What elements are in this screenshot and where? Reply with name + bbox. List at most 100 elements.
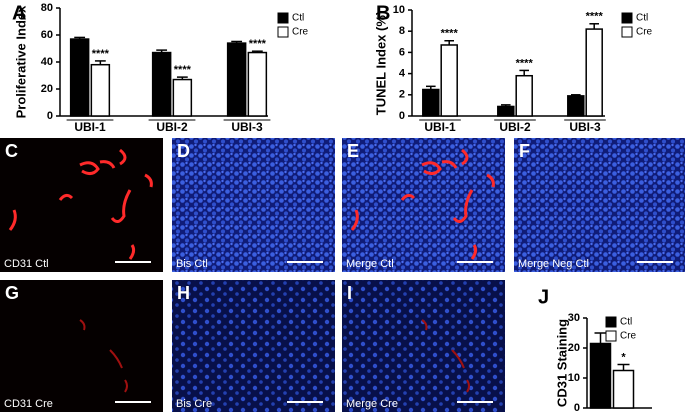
vessel xyxy=(452,189,474,223)
significance: * xyxy=(621,351,626,363)
panel-caption: Bis Ctl xyxy=(176,258,208,270)
y-axis-label: CD31 Staining xyxy=(554,319,569,407)
vessel xyxy=(79,161,100,176)
vessel xyxy=(58,193,74,201)
legend-label: Ctl xyxy=(636,13,648,24)
micrograph xyxy=(0,138,163,272)
bar xyxy=(440,44,458,117)
bar xyxy=(515,74,533,117)
y-tick-label: 0 xyxy=(574,402,580,414)
y-tick-label: 10 xyxy=(393,4,405,16)
panel-letter: A xyxy=(12,2,26,24)
y-tick-label: 2 xyxy=(399,89,405,101)
image-panel: C CD31 Ctl xyxy=(0,138,163,272)
panel-caption: Merge Ctl xyxy=(346,258,394,270)
panel-letter: B xyxy=(376,2,390,24)
bar xyxy=(422,88,440,117)
y-tick-label: 30 xyxy=(568,312,580,324)
vessel xyxy=(441,160,458,169)
micrograph xyxy=(342,280,505,412)
vessel xyxy=(79,319,86,331)
image-panel: I Merge Cre xyxy=(342,280,505,412)
y-tick-label: 0 xyxy=(47,110,53,122)
panel-caption: CD31 Ctl xyxy=(4,258,49,270)
error-bar xyxy=(617,363,630,371)
bar xyxy=(172,78,193,117)
significance: **** xyxy=(249,38,267,50)
panel-letter: E xyxy=(347,141,359,161)
significance: **** xyxy=(516,57,534,69)
vessel xyxy=(128,244,136,260)
bar xyxy=(247,51,268,117)
vessel xyxy=(421,319,428,331)
legend-label: Ctl xyxy=(292,13,304,24)
panel-caption: Bis Cre xyxy=(176,398,212,410)
micrograph xyxy=(172,138,335,272)
significance: **** xyxy=(586,11,604,23)
x-tick-label: UBI-2 xyxy=(156,120,188,134)
legend-swatch xyxy=(621,12,633,24)
vessel xyxy=(470,244,478,260)
x-tick-label: UBI-2 xyxy=(499,120,531,134)
error-bar xyxy=(444,39,454,45)
legend-label: Cre xyxy=(620,331,637,342)
panel-letter: D xyxy=(177,141,190,161)
significance: **** xyxy=(92,48,110,60)
error-bar xyxy=(251,50,263,53)
legend-swatch xyxy=(621,26,633,38)
image-panel: G CD31 Cre xyxy=(0,280,163,412)
micrograph xyxy=(342,138,505,272)
vessel xyxy=(144,173,153,188)
vessel xyxy=(400,193,416,201)
error-bar xyxy=(519,69,529,76)
legend-label: Ctl xyxy=(620,317,632,328)
vessel xyxy=(486,173,495,188)
bar xyxy=(589,342,612,409)
panel-caption: Merge Cre xyxy=(346,398,398,410)
x-tick-label: UBI-3 xyxy=(231,120,263,134)
vessel xyxy=(451,349,465,369)
error-bar xyxy=(74,36,86,40)
legend-swatch xyxy=(605,330,617,342)
vessel xyxy=(110,189,132,223)
legend-label: Cre xyxy=(636,27,653,38)
error-bar xyxy=(501,104,511,107)
error-bar xyxy=(94,60,106,65)
y-tick-label: 20 xyxy=(568,342,580,354)
bar xyxy=(612,369,635,409)
panel-letter: G xyxy=(5,283,19,303)
legend-swatch xyxy=(277,12,289,24)
legend-swatch xyxy=(605,316,617,328)
bar xyxy=(226,42,247,117)
error-bar xyxy=(176,76,188,80)
panel-letter: F xyxy=(519,141,530,161)
y-tick-label: 20 xyxy=(41,83,53,95)
vessel xyxy=(124,379,128,393)
panel-letter: J xyxy=(538,286,549,308)
bar xyxy=(69,38,90,117)
vessel xyxy=(461,148,469,166)
error-bar xyxy=(594,332,607,344)
error-bar xyxy=(571,94,581,96)
y-tick-label: 4 xyxy=(399,68,406,80)
error-bar xyxy=(589,23,599,30)
bar xyxy=(585,28,603,117)
legend-swatch xyxy=(277,26,289,38)
bar xyxy=(497,105,515,117)
x-tick-label: UBI-1 xyxy=(424,120,456,134)
panel-caption: Merge Neg Ctl xyxy=(518,258,589,270)
vessel xyxy=(99,160,116,169)
y-tick-label: 40 xyxy=(41,56,53,68)
x-tick-label: UBI-1 xyxy=(74,120,106,134)
significance: **** xyxy=(441,28,459,40)
y-tick-label: 0 xyxy=(399,110,405,122)
y-axis-label: TUNEL Index (%) xyxy=(373,11,388,116)
bar xyxy=(151,51,172,117)
x-tick-label: UBI-3 xyxy=(569,120,601,134)
y-tick-label: 6 xyxy=(399,46,405,58)
vessel xyxy=(8,209,17,231)
panel-letter: C xyxy=(5,141,18,161)
panel-caption: CD31 Cre xyxy=(4,398,53,410)
y-tick-label: 10 xyxy=(568,372,580,384)
